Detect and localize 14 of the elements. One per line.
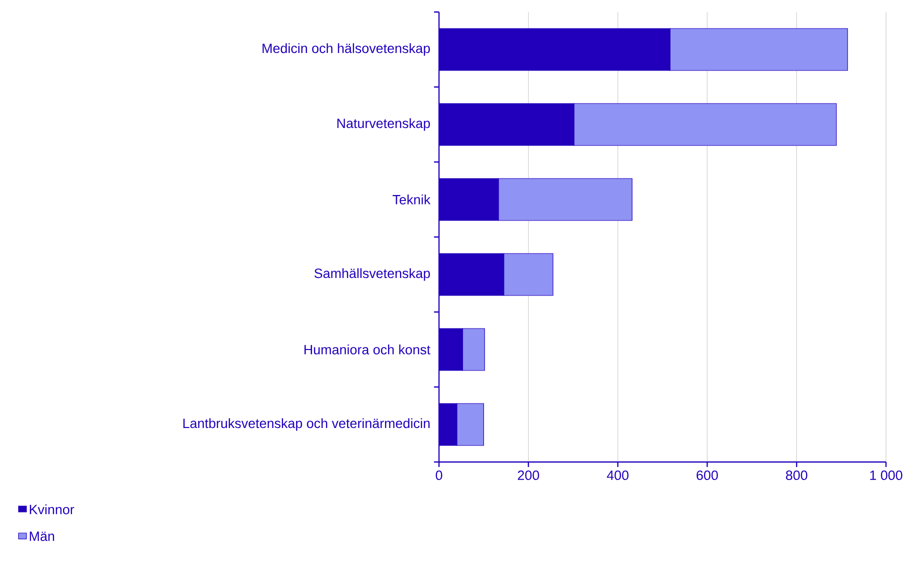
y-tick-label: Medicin och hälsovetenskap: [262, 43, 430, 56]
legend-label: Kvinnor: [30, 504, 74, 514]
y-tick-label: Samhällsvetenskap: [314, 268, 430, 281]
x-tick-label: 800: [786, 470, 808, 480]
y-tick-label: Naturvetenskap: [337, 118, 430, 131]
y-tick-label: Humaniora och konst: [304, 344, 430, 354]
x-tick-label: 600: [696, 470, 718, 480]
y-tick-label: Lantbruksvetenskap och veterinärmedicin: [183, 418, 430, 431]
y-tick-label: Teknik: [392, 194, 431, 204]
legend-label: Män: [30, 532, 54, 542]
x-tick-label: 0: [436, 470, 442, 480]
x-tick-label: 400: [606, 470, 628, 480]
x-tick-label: 200: [518, 470, 540, 480]
x-tick-label: 1 000: [870, 470, 902, 480]
